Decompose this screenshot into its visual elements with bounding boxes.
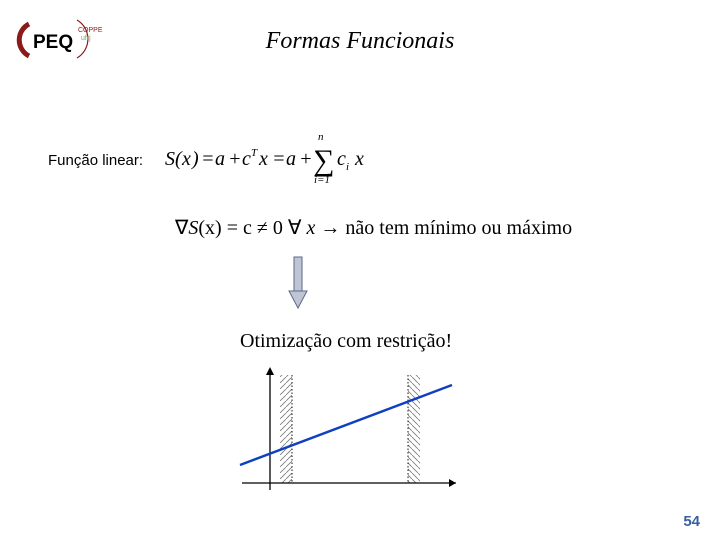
svg-text:x: x (258, 148, 268, 170)
gradient-statement: ∇S(x) = c ≠ 0 ∀ x → não tem mínimo ou má… (175, 215, 572, 240)
optimization-statement: Otimização com restrição! (240, 330, 452, 353)
svg-text:): ) (191, 148, 199, 170)
svg-text:a: a (215, 148, 225, 170)
svg-text:S: S (165, 148, 175, 170)
label-funcao-linear: Função linear: (48, 152, 143, 169)
svg-text:+: + (228, 148, 242, 170)
svg-text:i=1: i=1 (314, 174, 330, 185)
svg-text:=: = (201, 148, 215, 170)
constraint-chart (232, 365, 467, 500)
svg-text:x: x (354, 148, 364, 170)
formula-linear: S ( x ) = a + c T x = a + ∑ n i=1 c i x (165, 130, 385, 185)
svg-text:c: c (242, 148, 251, 170)
slide-title: Formas Funcionais (0, 28, 720, 55)
svg-text:x: x (181, 148, 191, 170)
svg-text:∑: ∑ (313, 144, 334, 177)
svg-text:a: a (286, 148, 296, 170)
svg-text:=: = (272, 148, 286, 170)
svg-text:n: n (318, 131, 324, 143)
svg-text:T: T (251, 147, 258, 159)
svg-text:c: c (337, 148, 346, 170)
down-arrow-icon (288, 255, 308, 310)
svg-text:i: i (346, 161, 349, 173)
page-number: 54 (683, 513, 700, 530)
svg-text:+: + (299, 148, 313, 170)
